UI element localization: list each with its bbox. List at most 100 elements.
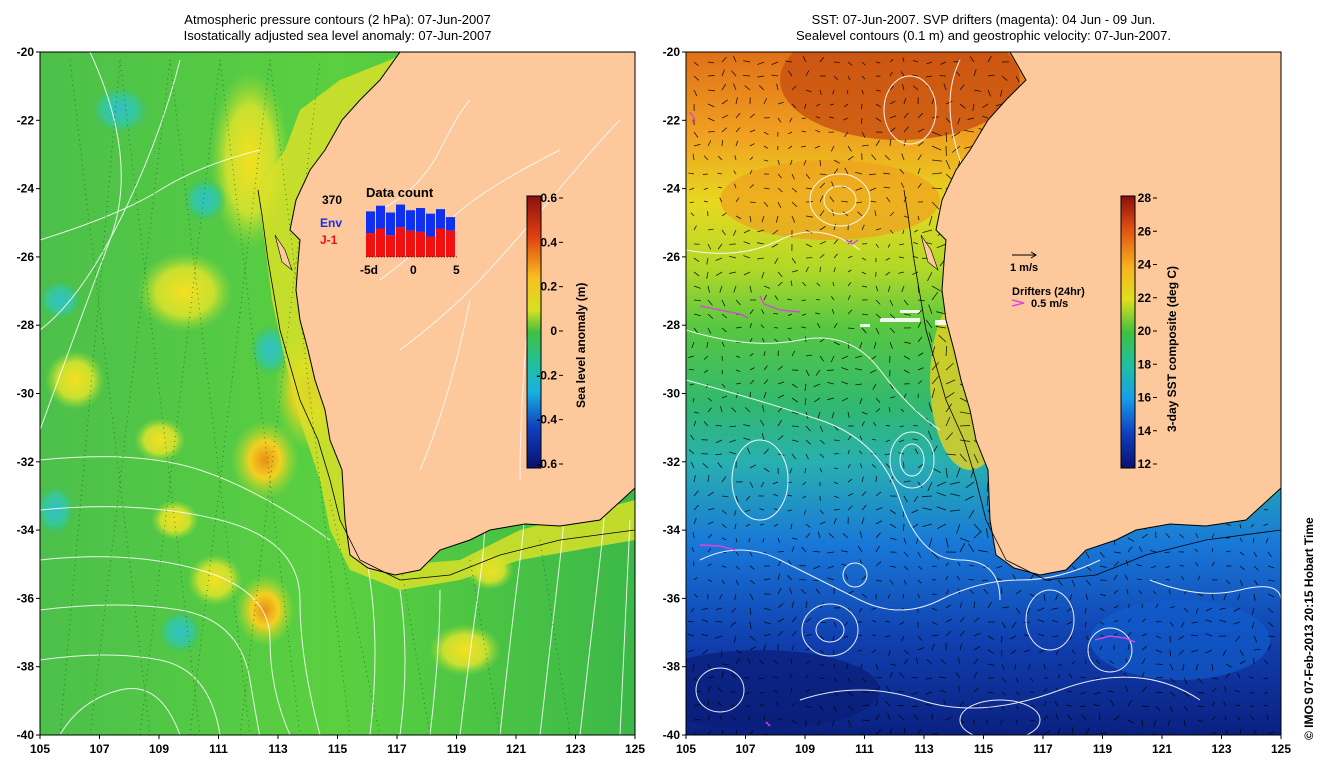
velocity-arrow bbox=[1001, 677, 1007, 683]
velocity-arrow bbox=[1165, 565, 1171, 569]
velocity-arrow bbox=[707, 117, 715, 122]
velocity-arrow bbox=[805, 533, 811, 539]
sst-colorbar-tick-label: 24 bbox=[1138, 258, 1152, 272]
velocity-arrow bbox=[1109, 660, 1115, 665]
velocity-arrow bbox=[687, 621, 695, 623]
velocity-arrow bbox=[917, 593, 920, 598]
velocity-arrow bbox=[1043, 688, 1048, 693]
velocity-arrow bbox=[819, 663, 825, 666]
velocity-arrow bbox=[885, 424, 891, 427]
velocity-arrow bbox=[763, 715, 766, 721]
velocity-arrow bbox=[743, 255, 751, 259]
velocity-arrow bbox=[1001, 587, 1003, 595]
velocity-arrow bbox=[762, 537, 765, 543]
velocity-arrow bbox=[790, 687, 793, 693]
velocity-arrow bbox=[903, 126, 909, 133]
velocity-arrow bbox=[861, 491, 867, 497]
velocity-arrow bbox=[817, 531, 821, 539]
velocity-arrow bbox=[1197, 575, 1201, 581]
velocity-arrow bbox=[1197, 593, 1204, 597]
velocity-arrow bbox=[1152, 590, 1157, 595]
velocity-arrow bbox=[1239, 551, 1245, 556]
velocity-arrow bbox=[748, 537, 751, 543]
velocity-arrow bbox=[1253, 648, 1261, 651]
velocity-arrow bbox=[735, 140, 739, 147]
velocity-arrow bbox=[744, 85, 751, 91]
velocity-arrow bbox=[805, 660, 810, 665]
velocity-arrow bbox=[889, 671, 893, 679]
left-lon-tick-label: 113 bbox=[268, 742, 288, 756]
inset-bar-jason bbox=[446, 230, 455, 257]
velocity-arrow bbox=[829, 103, 835, 106]
velocity-arrow bbox=[1014, 663, 1017, 670]
velocity-arrow bbox=[973, 705, 980, 708]
velocity-arrow bbox=[898, 271, 905, 274]
inset-bar-env bbox=[376, 205, 385, 229]
velocity-arrow bbox=[1127, 644, 1130, 651]
velocity-arrow bbox=[861, 517, 865, 525]
velocity-arrow bbox=[1085, 635, 1089, 641]
inset-bar-env bbox=[446, 217, 455, 231]
velocity-arrow bbox=[819, 635, 825, 640]
velocity-arrow bbox=[833, 508, 840, 511]
velocity-arrow bbox=[912, 74, 919, 77]
velocity-arrow bbox=[1141, 645, 1148, 651]
velocity-arrow bbox=[805, 369, 810, 377]
velocity-arrow bbox=[861, 103, 863, 110]
velocity-arrow bbox=[805, 243, 813, 248]
velocity-arrow bbox=[931, 187, 943, 190]
velocity-arrow bbox=[1057, 663, 1063, 666]
velocity-arrow bbox=[747, 716, 751, 721]
velocity-arrow bbox=[763, 285, 771, 289]
velocity-arrow bbox=[707, 579, 713, 582]
data-count-inset: 370 Data count Env J-1 -5d 0 5 bbox=[320, 185, 460, 277]
velocity-arrow bbox=[1169, 649, 1171, 657]
velocity-arrow bbox=[693, 143, 701, 147]
velocity-arrow bbox=[875, 313, 882, 319]
velocity-arrow bbox=[903, 393, 907, 399]
velocity-arrow bbox=[1141, 658, 1146, 665]
velocity-arrow bbox=[701, 619, 709, 623]
velocity-arrow bbox=[861, 144, 869, 147]
velocity-arrow bbox=[917, 565, 923, 570]
velocity-arrow bbox=[872, 620, 877, 623]
velocity-arrow bbox=[833, 341, 840, 346]
velocity-arrow bbox=[847, 61, 853, 66]
altimeter-tracks bbox=[59, 59, 571, 735]
velocity-arrow bbox=[927, 481, 933, 492]
velocity-arrow bbox=[833, 495, 839, 499]
velocity-arrow bbox=[757, 61, 765, 65]
velocity-arrow bbox=[763, 621, 771, 625]
velocity-arrow bbox=[959, 630, 965, 637]
velocity-arrow bbox=[1267, 635, 1275, 637]
velocity-arrow bbox=[732, 716, 737, 721]
velocity-arrow bbox=[861, 75, 866, 80]
velocity-arrow bbox=[945, 604, 952, 609]
velocity-arrow bbox=[815, 369, 821, 376]
velocity-arrow bbox=[955, 70, 961, 77]
velocity-arrow bbox=[964, 495, 975, 501]
velocity-arrow bbox=[689, 187, 695, 191]
velocity-arrow bbox=[1239, 579, 1243, 586]
velocity-arrow bbox=[816, 282, 821, 287]
velocity-arrow bbox=[745, 495, 751, 501]
inset-bar-env bbox=[396, 204, 405, 228]
velocity-arrow bbox=[903, 369, 910, 374]
velocity-arrow bbox=[1029, 733, 1033, 735]
inset-bar-jason bbox=[386, 235, 395, 257]
velocity-arrow bbox=[791, 173, 795, 180]
velocity-arrow bbox=[1136, 564, 1143, 567]
velocity-arrow bbox=[1165, 533, 1171, 539]
velocity-arrow bbox=[791, 546, 795, 553]
sst-colorbar-tick-label: 28 bbox=[1138, 191, 1152, 205]
velocity-arrow bbox=[883, 172, 891, 175]
shark-bay-land-right bbox=[920, 234, 939, 271]
velocity-arrow bbox=[734, 155, 737, 161]
velocity-arrow bbox=[1113, 715, 1120, 721]
velocity-arrow bbox=[981, 115, 989, 119]
velocity-arrow bbox=[1052, 635, 1059, 638]
velocity-arrow bbox=[1249, 691, 1255, 694]
velocity-arrow bbox=[844, 621, 849, 627]
velocity-arrow bbox=[813, 565, 821, 570]
velocity-arrow bbox=[959, 411, 970, 415]
